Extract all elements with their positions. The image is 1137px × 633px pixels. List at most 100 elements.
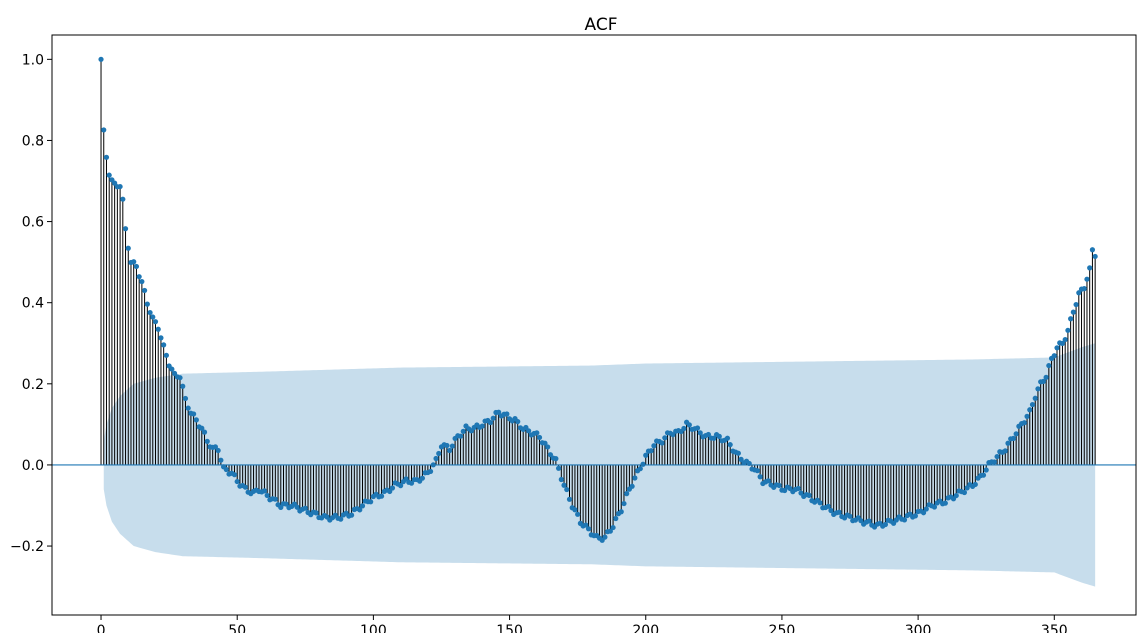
acf-marker — [496, 409, 502, 415]
plot-frame — [51, 34, 1137, 616]
acf-marker — [359, 503, 366, 509]
acf-marker — [264, 492, 270, 499]
acf-marker — [735, 450, 741, 456]
acf-marker — [1059, 340, 1066, 346]
acf-marker — [199, 425, 205, 431]
acf-marker — [125, 245, 131, 251]
chart-title: ACF — [585, 15, 618, 35]
acf-marker — [564, 486, 570, 493]
acf-marker — [218, 457, 224, 463]
acf-marker — [357, 507, 363, 513]
acf-marker — [117, 183, 123, 190]
acf-marker — [338, 516, 344, 522]
acf-marker — [490, 415, 496, 421]
acf-marker — [1024, 413, 1030, 419]
acf-marker — [504, 411, 510, 417]
acf-marker — [419, 475, 426, 481]
acf-marker — [139, 278, 145, 285]
acf-marker — [607, 528, 613, 534]
acf-marker — [637, 466, 643, 472]
acf-marker — [136, 274, 142, 280]
acf-marker — [575, 511, 581, 517]
acf-marker — [348, 512, 355, 518]
acf-marker — [1021, 420, 1027, 426]
acf-marker — [161, 342, 167, 348]
y-tick-label: 0.0 — [22, 458, 44, 474]
acf-marker — [1062, 336, 1068, 343]
acf-marker — [629, 483, 635, 489]
acf-marker — [389, 485, 396, 491]
acf-marker — [561, 482, 567, 488]
acf-marker — [632, 475, 638, 481]
x-tick-label: 0 — [97, 623, 106, 633]
x-tick-label: 50 — [228, 623, 246, 633]
acf-marker — [408, 480, 415, 486]
y-tick-label: 0.8 — [22, 133, 44, 149]
acf-marker — [901, 517, 908, 523]
acf-marker — [727, 442, 733, 448]
acf-marker — [1035, 386, 1041, 392]
acf-marker — [177, 375, 183, 381]
acf-marker — [602, 534, 608, 540]
acf-marker — [231, 472, 238, 478]
acf-marker — [716, 433, 722, 439]
acf-marker — [662, 435, 668, 441]
acf-marker — [278, 504, 284, 510]
acf-marker — [961, 489, 968, 496]
tick-layer: 0 50 100 150 200 250 300 350 −0.2 0.0 0.2 0.4 0.6 0.8… — [10, 52, 1068, 633]
acf-marker — [185, 405, 191, 411]
acf-marker — [436, 450, 442, 457]
acf-marker — [1084, 276, 1090, 282]
y-tick-label: −0.2 — [10, 539, 44, 555]
acf-marker — [1027, 407, 1033, 413]
acf-marker — [1005, 440, 1011, 446]
acf-marker — [180, 383, 186, 389]
acf-marker — [1092, 253, 1098, 260]
x-tick-label: 200 — [632, 623, 659, 633]
acf-marker — [144, 301, 150, 307]
acf-marker — [182, 395, 189, 402]
acf-marker — [447, 447, 453, 454]
acf-marker — [112, 180, 118, 186]
acf-marker — [1032, 395, 1038, 401]
acf-marker — [923, 506, 929, 512]
acf-marker — [487, 419, 494, 426]
acf-marker — [1089, 247, 1096, 253]
acf-marker — [1087, 265, 1093, 271]
acf-marker — [122, 226, 129, 232]
acf-marker — [313, 510, 319, 516]
acf-marker — [545, 444, 551, 450]
acf-marker — [980, 472, 987, 478]
acf-marker — [427, 468, 434, 475]
acf-marker — [283, 501, 289, 507]
y-tick-label: 0.6 — [22, 215, 44, 231]
acf-marker — [643, 452, 649, 458]
acf-marker — [536, 434, 543, 441]
acf-marker — [191, 411, 197, 417]
acf-marker — [158, 335, 164, 341]
acf-marker — [515, 418, 521, 425]
acf-marker — [387, 488, 393, 495]
acf-marker — [294, 504, 300, 510]
acf-marker — [972, 481, 978, 488]
acf-marker — [449, 443, 455, 449]
acf-marker — [670, 432, 676, 438]
acf-marker — [1076, 290, 1082, 296]
acf-marker — [757, 474, 763, 480]
y-tick-label: 0.2 — [22, 377, 44, 393]
acf-marker — [931, 504, 938, 510]
acf-marker — [705, 431, 711, 438]
acf-marker — [686, 422, 692, 428]
acf-marker — [983, 467, 989, 473]
acf-marker — [553, 456, 559, 462]
acf-marker — [572, 507, 578, 513]
acf-marker — [942, 500, 948, 506]
acf-marker — [103, 154, 110, 160]
acf-marker — [1010, 435, 1017, 442]
acf-marker — [724, 435, 731, 441]
acf-marker — [479, 423, 485, 429]
acf-marker — [1051, 353, 1057, 359]
acf-marker — [825, 503, 831, 509]
acf-marker — [457, 433, 464, 439]
acf-marker — [272, 496, 278, 502]
